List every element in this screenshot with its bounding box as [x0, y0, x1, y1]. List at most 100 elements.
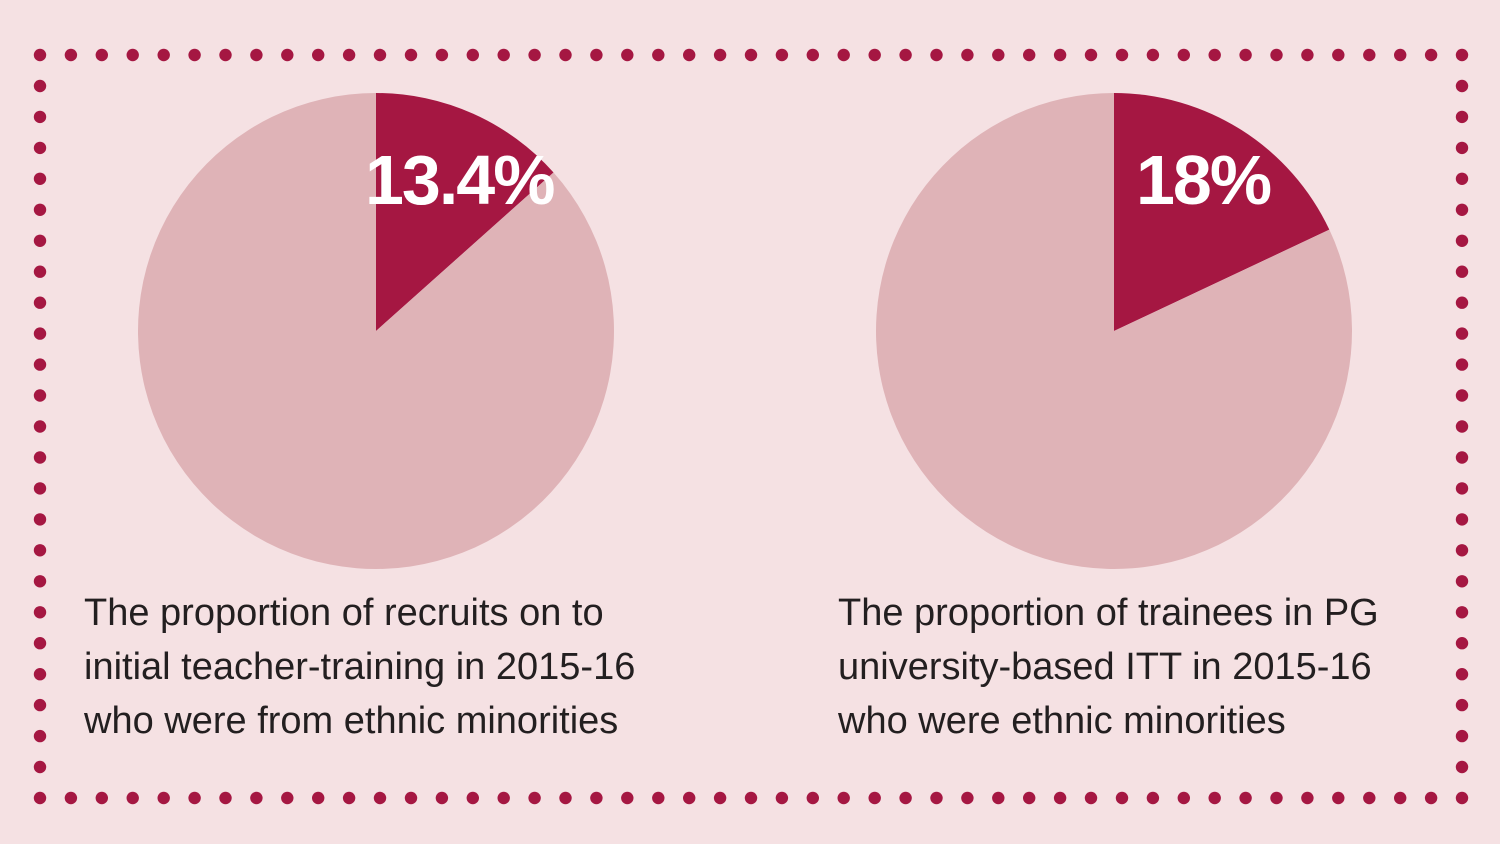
pie-1-percent-label: 13.4% [365, 141, 555, 219]
frame-dot [590, 48, 603, 62]
frame-dot [33, 668, 47, 681]
frame-dot [126, 48, 139, 62]
frame-dot [157, 791, 170, 805]
frame-dot [1177, 791, 1191, 805]
frame-dot [33, 637, 47, 650]
frame-dot [1022, 791, 1036, 805]
frame-dot [806, 791, 819, 805]
frame-dot [559, 48, 572, 62]
frame-dot [1455, 668, 1469, 681]
frame-dot [64, 791, 78, 805]
frame-dot [1208, 791, 1221, 805]
frame-dot [64, 48, 78, 62]
frame-dot [188, 48, 201, 62]
frame-dot [33, 265, 47, 278]
frame-dot [33, 327, 47, 340]
frame-dot [188, 791, 201, 805]
pie-slice-highlight [376, 93, 554, 331]
frame-dot [33, 141, 47, 155]
frame-dot [1146, 48, 1160, 62]
frame-dot [435, 48, 449, 62]
frame-dot [1455, 141, 1469, 155]
frame-dot [33, 172, 47, 185]
pie-slice-highlight [1114, 93, 1330, 331]
frame-dot [775, 48, 789, 62]
frame-dot [1455, 575, 1469, 588]
caption-line: university-based ITT in 2015-16 [838, 646, 1372, 688]
frame-dot [1424, 48, 1438, 62]
frame-dot [1115, 791, 1129, 805]
frame-dot [1270, 48, 1283, 62]
frame-dot [466, 791, 479, 805]
frame-dot [1455, 760, 1469, 774]
frame-dot [404, 48, 418, 62]
frame-dot [33, 420, 47, 433]
frame-dot [1455, 172, 1469, 185]
caption-line: who were ethnic minorities [838, 700, 1286, 742]
frame-dot [1084, 48, 1098, 62]
frame-dot [899, 791, 912, 805]
frame-dot [1455, 48, 1469, 62]
frame-dot [1208, 48, 1221, 62]
frame-dot [683, 48, 696, 62]
frame-dot [33, 110, 47, 124]
frame-dot [33, 296, 47, 309]
caption-line: initial teacher-training in 2015-16 [84, 646, 636, 688]
frame-dot [621, 791, 634, 805]
frame-dot [930, 48, 943, 62]
caption-line: The proportion of trainees in PG [838, 592, 1379, 634]
frame-dot [33, 79, 47, 93]
frame-dot [621, 48, 634, 62]
frame-dot [1455, 482, 1469, 495]
frame-dot [961, 48, 974, 62]
frame-dot [806, 48, 819, 62]
frame-dot [713, 791, 727, 805]
caption-line: who were from ethnic minorities [84, 700, 619, 742]
frame-dot [1455, 729, 1469, 743]
frame-dot [312, 48, 325, 62]
frame-dot [837, 48, 850, 62]
frame-dot [837, 791, 850, 805]
frame-dot [281, 48, 294, 62]
pie-2-caption: The proportion of trainees in PG univers… [838, 586, 1379, 748]
frame-dot [528, 791, 541, 805]
frame-dot [1455, 420, 1469, 433]
frame-dot [373, 48, 387, 62]
frame-dot [1115, 48, 1129, 62]
frame-dot [1455, 296, 1469, 309]
frame-dot [33, 729, 47, 743]
frame-dot [1301, 791, 1314, 805]
frame-dot [1455, 451, 1469, 464]
frame-dot [281, 791, 294, 805]
frame-dot [33, 451, 47, 464]
frame-dot [652, 791, 665, 805]
frame-dot [1455, 513, 1469, 526]
frame-dot [1455, 265, 1469, 278]
frame-dot [1053, 791, 1067, 805]
frame-dot [1270, 791, 1283, 805]
frame-dot [33, 791, 47, 805]
frame-dot [95, 791, 109, 805]
frame-dot [33, 544, 47, 557]
frame-dot [559, 791, 572, 805]
frame-dot [157, 48, 170, 62]
frame-dot [1146, 791, 1160, 805]
frame-dot [33, 203, 47, 216]
pie-slice-remainder [137, 93, 614, 569]
frame-dot [961, 791, 974, 805]
frame-dot [33, 575, 47, 588]
frame-dot [868, 48, 881, 62]
frame-dot [342, 791, 356, 805]
pie-slice-remainder [876, 93, 1353, 569]
frame-dot [652, 48, 665, 62]
frame-dot [250, 48, 263, 62]
frame-dot [33, 606, 47, 619]
frame-dot [312, 791, 325, 805]
frame-dot [1084, 791, 1098, 805]
frame-dot [497, 791, 510, 805]
frame-dot [33, 389, 47, 402]
frame-dot [95, 48, 109, 62]
frame-dot [1424, 791, 1438, 805]
frame-dot [1239, 791, 1252, 805]
frame-dot [1455, 203, 1469, 216]
